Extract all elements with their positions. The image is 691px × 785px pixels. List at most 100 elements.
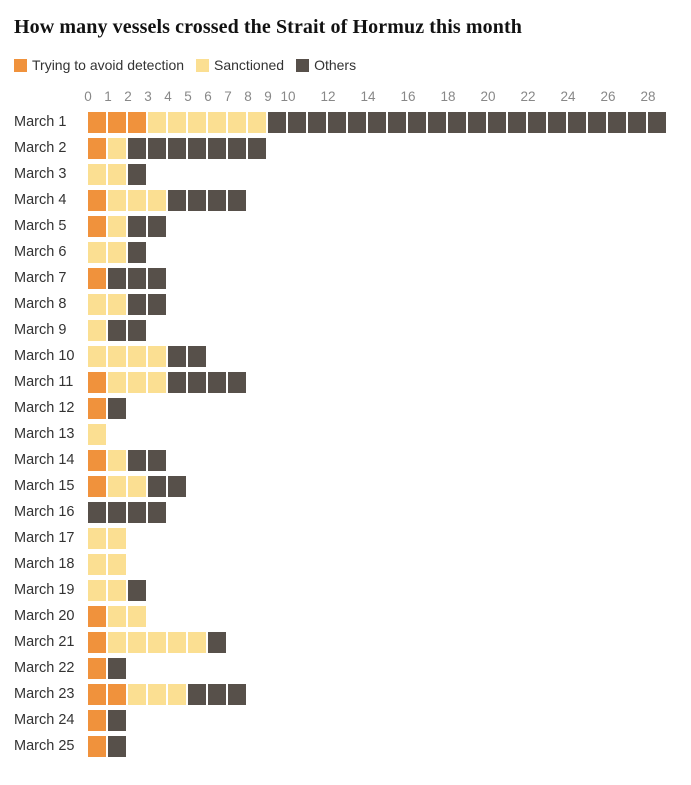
bar-cell bbox=[528, 111, 546, 133]
chart-row-march-24: March 24 bbox=[14, 707, 677, 733]
legend-item-avoid-detection: Trying to avoid detection bbox=[14, 57, 184, 73]
legend-item-sanctioned: Sanctioned bbox=[196, 57, 284, 73]
chart-row-march-12: March 12 bbox=[14, 395, 677, 421]
chart-row-march-19: March 19 bbox=[14, 577, 677, 603]
bar-cell bbox=[88, 267, 106, 289]
row-label: March 3 bbox=[14, 166, 67, 182]
stacked-bar bbox=[88, 189, 248, 211]
bar-cell bbox=[228, 137, 246, 159]
bar-cell bbox=[468, 111, 486, 133]
bar-cell bbox=[208, 111, 226, 133]
bar-cell bbox=[88, 423, 106, 445]
bar-cell bbox=[548, 111, 566, 133]
bar-cell bbox=[88, 293, 106, 315]
bar-cell bbox=[508, 111, 526, 133]
bar-cell bbox=[288, 111, 306, 133]
row-label: March 12 bbox=[14, 400, 75, 416]
bar-cell bbox=[168, 683, 186, 705]
row-label: March 11 bbox=[14, 374, 74, 390]
x-tick-3: 3 bbox=[144, 89, 152, 104]
chart-row-march-11: March 11 bbox=[14, 369, 677, 395]
row-label: March 16 bbox=[14, 504, 75, 520]
bar-cell bbox=[88, 527, 106, 549]
row-label: March 25 bbox=[14, 738, 75, 754]
chart-row-march-17: March 17 bbox=[14, 525, 677, 551]
bar-cell bbox=[148, 293, 166, 315]
bar-cell bbox=[88, 709, 106, 731]
bar-cell bbox=[108, 579, 126, 601]
row-label: March 18 bbox=[14, 556, 75, 572]
bar-cell bbox=[108, 293, 126, 315]
legend-label-sanctioned: Sanctioned bbox=[214, 57, 285, 73]
chart-row-march-4: March 4 bbox=[14, 187, 677, 213]
row-label: March 2 bbox=[14, 140, 67, 156]
bar-cell bbox=[148, 449, 166, 471]
x-tick-24: 24 bbox=[560, 89, 576, 104]
bar-cell bbox=[488, 111, 506, 133]
chart-row-march-3: March 3 bbox=[14, 161, 677, 187]
bar-cell bbox=[88, 553, 106, 575]
bar-cell bbox=[328, 111, 346, 133]
bar-cell bbox=[168, 345, 186, 367]
bar-cell bbox=[128, 319, 146, 341]
bar-cell bbox=[388, 111, 406, 133]
chart-row-march-13: March 13 bbox=[14, 421, 677, 447]
bar-cell bbox=[108, 215, 126, 237]
chart-row-march-23: March 23 bbox=[14, 681, 677, 707]
bar-cell bbox=[208, 137, 226, 159]
bar-cell bbox=[248, 137, 266, 159]
bar-cell bbox=[108, 397, 126, 419]
bar-cell bbox=[148, 215, 166, 237]
chart-row-march-18: March 18 bbox=[14, 551, 677, 577]
bar-cell bbox=[108, 605, 126, 627]
stacked-bar bbox=[88, 241, 148, 263]
bar-cell bbox=[128, 215, 146, 237]
x-tick-16: 16 bbox=[400, 89, 416, 104]
bar-cell bbox=[348, 111, 366, 133]
bar-cell bbox=[128, 111, 146, 133]
bar-cell bbox=[128, 293, 146, 315]
bar-cell bbox=[88, 475, 106, 497]
row-label: March 1 bbox=[14, 114, 67, 130]
bar-cell bbox=[628, 111, 646, 133]
x-tick-5: 5 bbox=[184, 89, 192, 104]
chart-row-march-8: March 8 bbox=[14, 291, 677, 317]
stacked-bar bbox=[88, 657, 128, 679]
bar-cell bbox=[168, 475, 186, 497]
stacked-bar bbox=[88, 475, 188, 497]
bar-cell bbox=[88, 189, 106, 211]
stacked-bar bbox=[88, 631, 228, 653]
bar-cell bbox=[128, 189, 146, 211]
bar-cell bbox=[128, 579, 146, 601]
bar-cell bbox=[108, 475, 126, 497]
x-tick-10: 10 bbox=[280, 89, 296, 104]
vessels-stacked-bar-chart: 0 1 2 3 4 5 6 7 8 9 10 12 14 16 18 20 22 24 26 28 March 1 Ma… bbox=[14, 89, 677, 759]
stacked-bar bbox=[88, 553, 128, 575]
bar-cell bbox=[88, 137, 106, 159]
bar-cell bbox=[88, 605, 106, 627]
stacked-bar bbox=[88, 163, 148, 185]
x-tick-8: 8 bbox=[244, 89, 252, 104]
bar-cell bbox=[108, 111, 126, 133]
legend-swatch-avoid-detection bbox=[14, 58, 27, 72]
chart-row-march-9: March 9 bbox=[14, 317, 677, 343]
chart-row-march-7: March 7 bbox=[14, 265, 677, 291]
x-tick-7: 7 bbox=[224, 89, 232, 104]
bar-cell bbox=[168, 137, 186, 159]
bar-cell bbox=[148, 475, 166, 497]
stacked-bar bbox=[88, 423, 108, 445]
chart-row-march-21: March 21 bbox=[14, 629, 677, 655]
row-label: March 17 bbox=[14, 530, 75, 546]
stacked-bar bbox=[88, 111, 668, 133]
stacked-bar bbox=[88, 371, 248, 393]
stacked-bar bbox=[88, 579, 148, 601]
legend: Trying to avoid detection Sanctioned Oth… bbox=[14, 57, 677, 73]
row-label: March 15 bbox=[14, 478, 75, 494]
stacked-bar bbox=[88, 735, 128, 757]
bar-cell bbox=[448, 111, 466, 133]
legend-label-avoid-detection: Trying to avoid detection bbox=[32, 57, 185, 73]
bar-cell bbox=[208, 189, 226, 211]
bar-cell bbox=[608, 111, 626, 133]
bar-cell bbox=[248, 111, 266, 133]
bar-cell bbox=[128, 683, 146, 705]
